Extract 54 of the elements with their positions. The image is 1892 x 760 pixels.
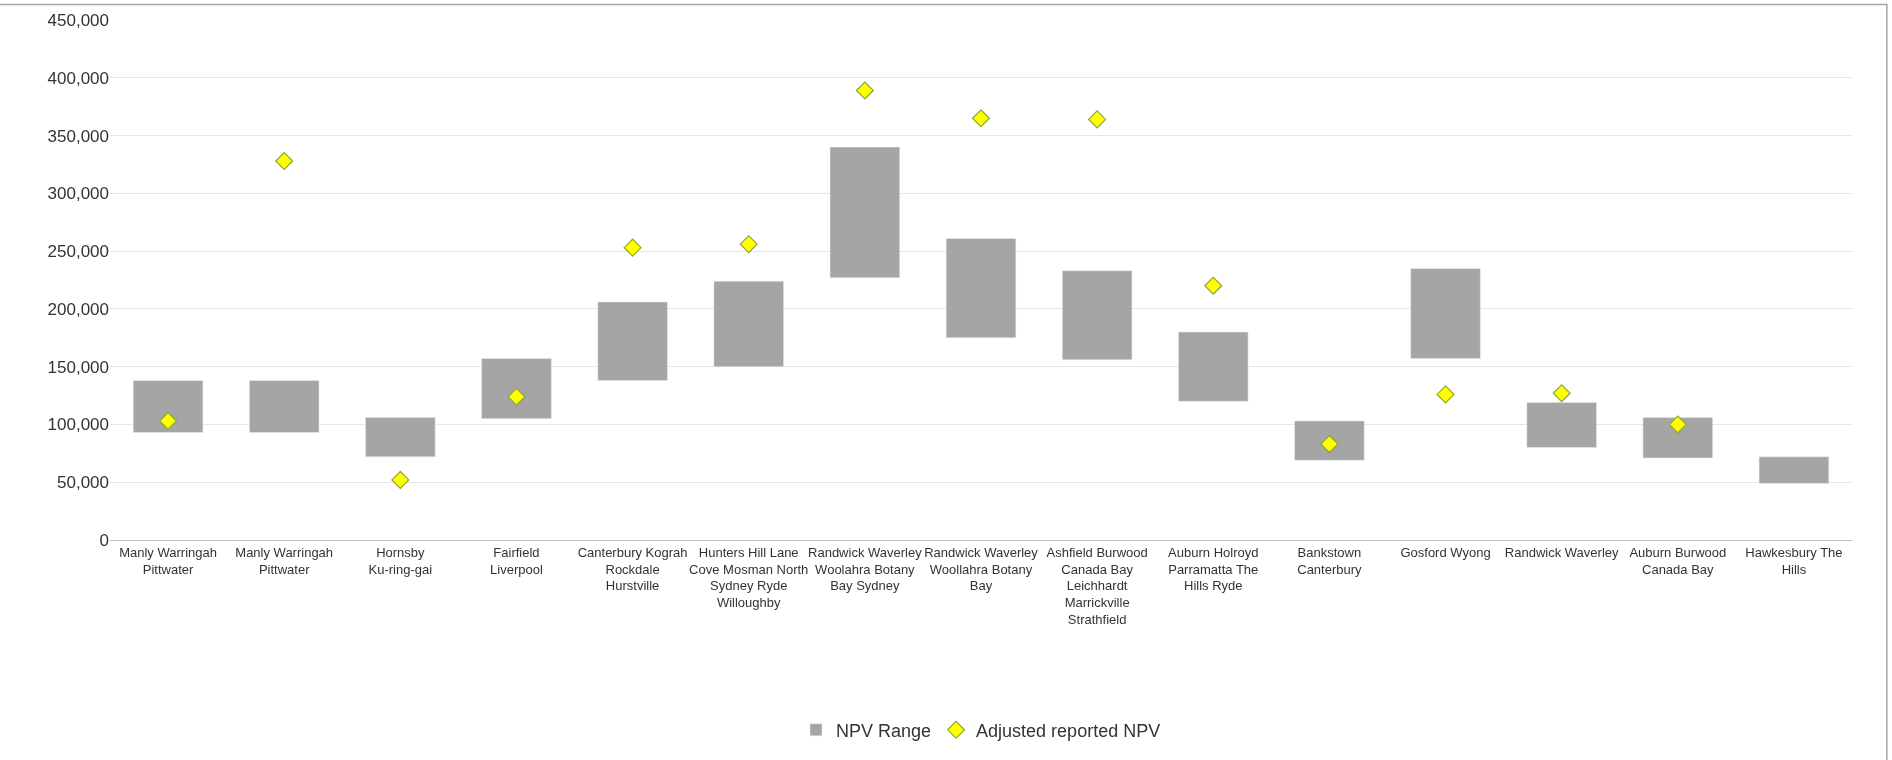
y-tick-label: 0 (99, 530, 109, 550)
bar (1410, 268, 1481, 359)
x-tick-label: Ashfield Burwood Canada Bay Leichhardt Marrickville Strathfield (1046, 544, 1148, 628)
x-tick-label: Hunters Hill Lane Cove Mosman North Sydney Ryde Willoughby (689, 544, 809, 611)
x-tick-label: Auburn Burwood Canada Bay (1629, 544, 1727, 577)
x-tick-label: Randwick Waverley Woollahra Botany Bay (924, 544, 1039, 594)
y-tick-label: 200,000 (47, 299, 109, 319)
y-tick-label: 150,000 (47, 357, 109, 377)
point (739, 235, 758, 254)
point (159, 411, 178, 431)
bar (1642, 417, 1713, 459)
point (1552, 384, 1571, 403)
point (623, 238, 642, 257)
x-tick-label: Canterbury Kograh Rockdale Hurstville (577, 544, 688, 594)
point (1668, 415, 1687, 434)
y-tick-label: 400,000 (47, 68, 109, 88)
y-tick-label: 350,000 (47, 126, 109, 146)
bar (713, 280, 784, 367)
x-tick-label: Gosford Wyong (1400, 544, 1491, 560)
bar (365, 417, 436, 458)
bar (1062, 270, 1133, 360)
x-tick-label: Randwick Waverley Woolahra Botany Bay Sydney (808, 544, 923, 594)
point (391, 470, 410, 489)
bar (132, 380, 204, 433)
point (1436, 385, 1455, 404)
bar (945, 238, 1017, 339)
y-tick-label: 300,000 (47, 184, 109, 204)
y-tick-label: 50,000 (57, 473, 109, 493)
bar (597, 301, 668, 381)
x-tick-label: Randwick Waverley (1504, 544, 1619, 560)
bar (1178, 331, 1249, 402)
y-tick-label: 250,000 (47, 242, 109, 262)
x-tick-label: Hornsby Ku-ring-gai (368, 544, 433, 577)
bar (481, 358, 552, 419)
legend-label: Adjusted reported NPV (976, 720, 1161, 741)
bar (1758, 456, 1830, 484)
x-tick-label: Hawkesbury The Hills (1745, 544, 1843, 577)
bar (249, 380, 320, 433)
x-tick-label: Bankstown Canterbury (1297, 544, 1363, 577)
point (275, 151, 294, 171)
y-tick-label: 100,000 (47, 415, 109, 435)
bar (1294, 420, 1365, 461)
bar (829, 146, 900, 278)
x-tick-label: Auburn Holroyd Parramatta The Hills Ryde (1168, 544, 1259, 594)
y-tick-label: 450,000 (47, 10, 109, 30)
legend-label: NPV Range (836, 720, 932, 741)
point (1204, 276, 1223, 295)
x-tick-label: Manly Warringah Pittwater (119, 544, 217, 577)
x-tick-label: Manly Warringah Pittwater (235, 544, 334, 577)
point (855, 81, 874, 100)
bar (1526, 402, 1597, 448)
point (1088, 110, 1107, 129)
point (971, 109, 991, 128)
x-tick-label: Fairfield Liverpool (490, 544, 543, 577)
